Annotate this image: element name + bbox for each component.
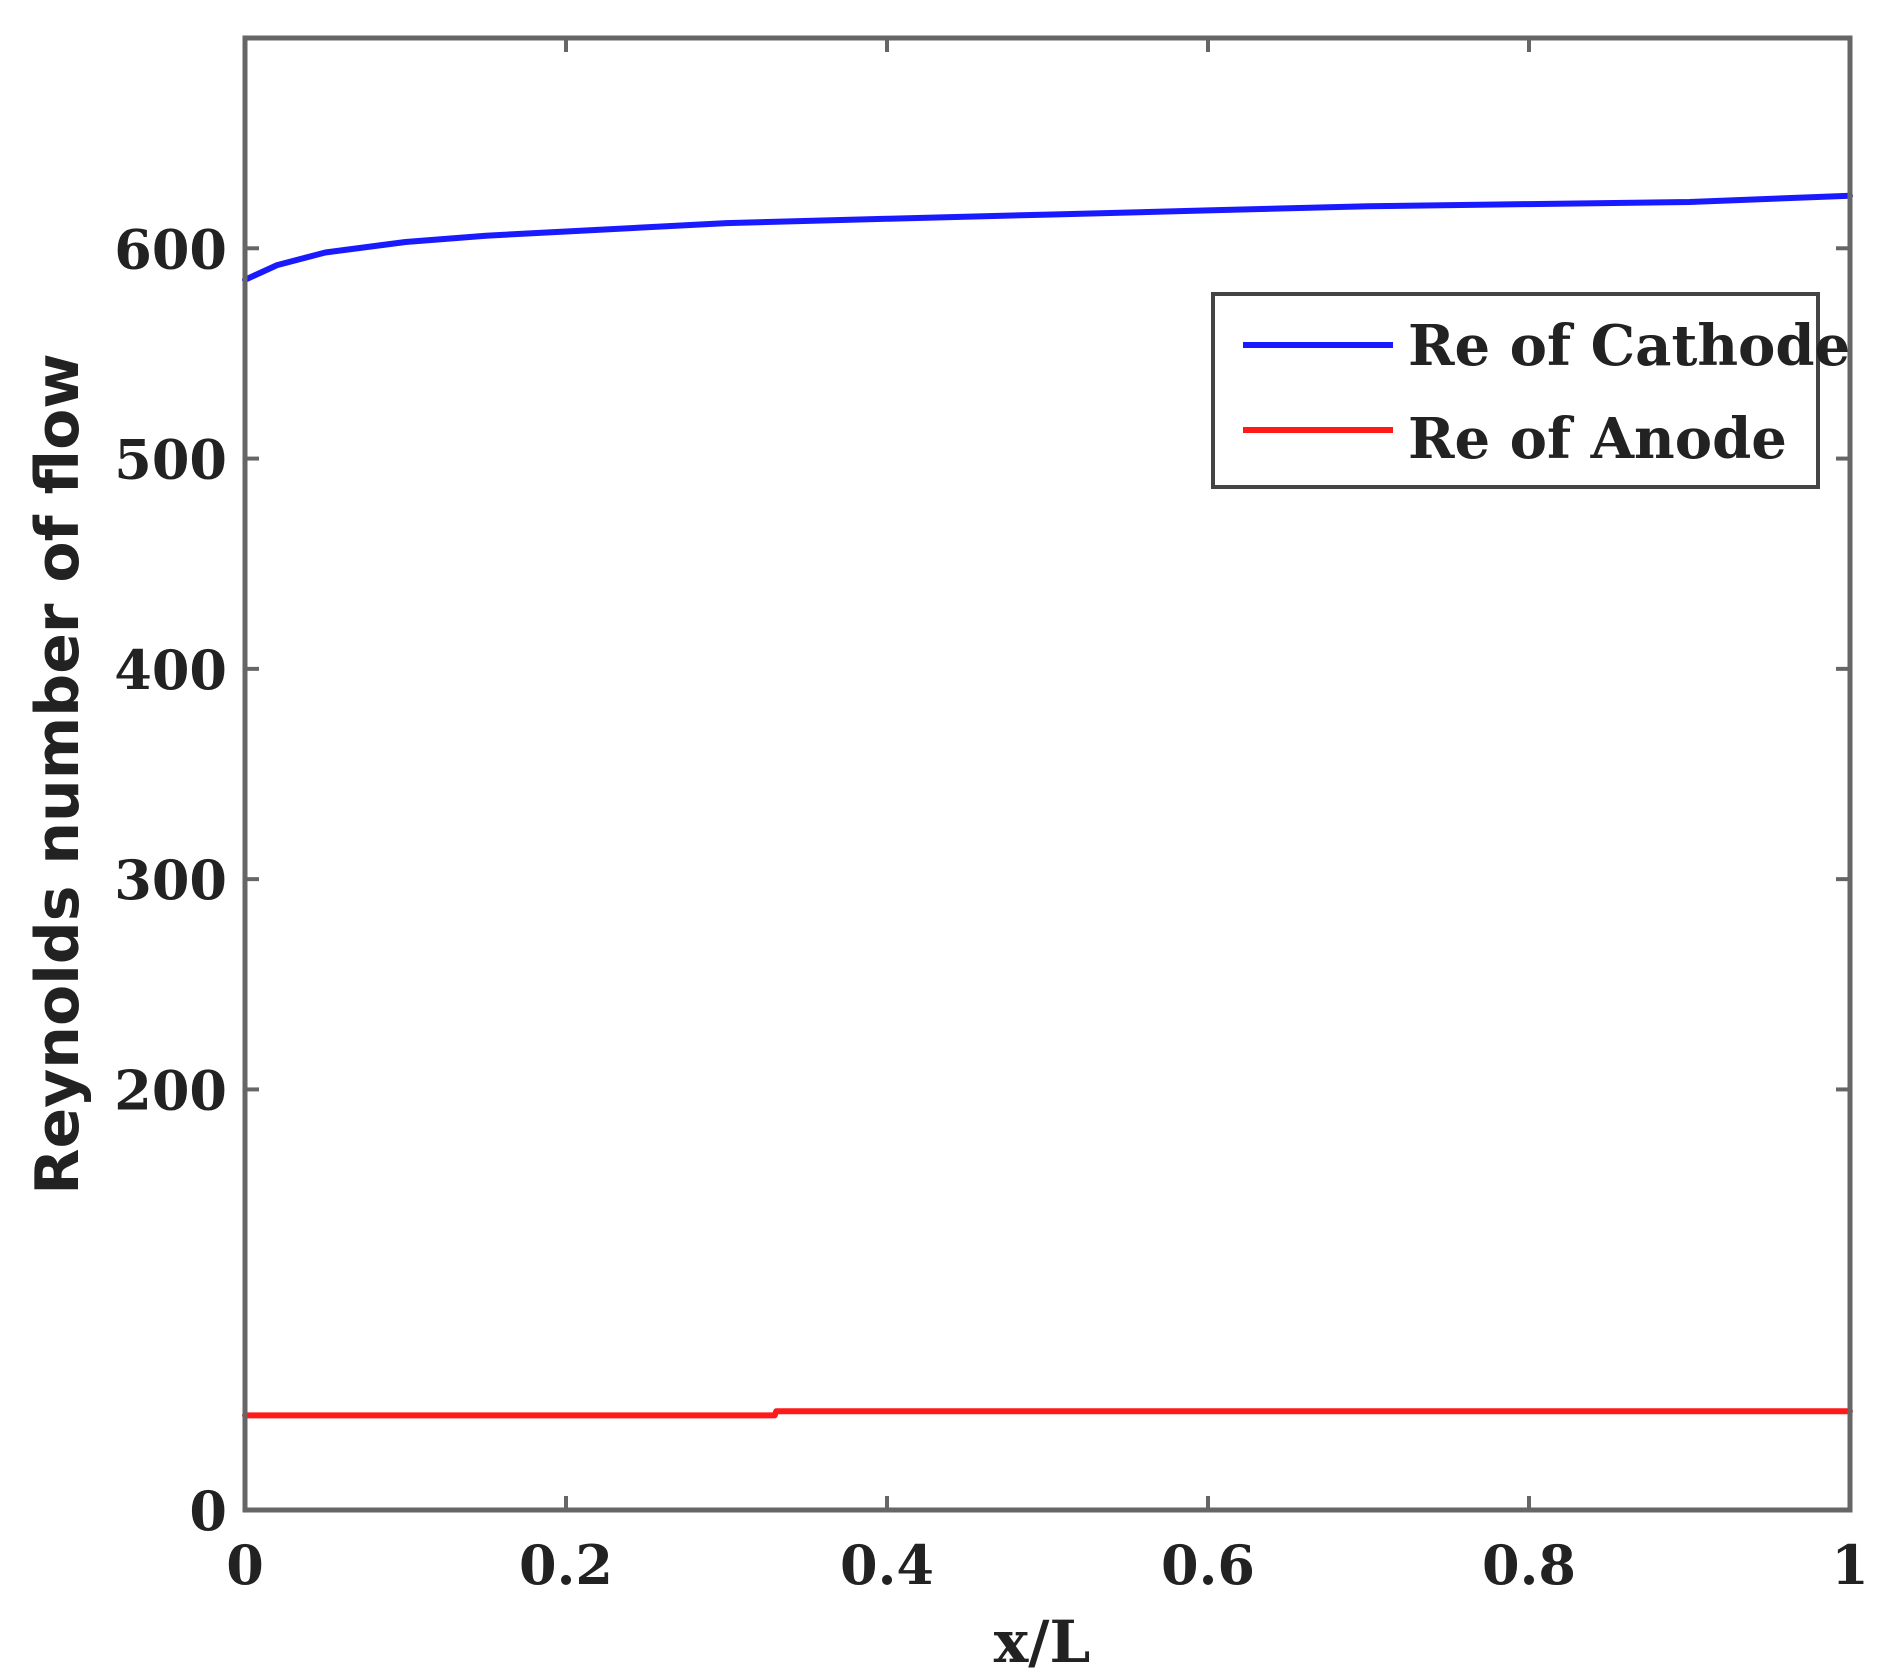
x-tick-label: 1 [1831, 1533, 1869, 1597]
y-axis-title: Reynolds number of flow [23, 353, 93, 1194]
legend: Re of Cathode Re of Anode [1211, 292, 1850, 489]
series-layer [242, 192, 1853, 1419]
tick-marks [243, 38, 1852, 1512]
x-tick-label: 0.6 [1161, 1533, 1255, 1597]
y-tick-label: 0 [189, 1479, 227, 1543]
x-tick-label: 0.2 [519, 1533, 613, 1597]
x-tick-label: 0 [226, 1533, 264, 1597]
y-tick-labels: 0 200 300 400 500 600 [114, 217, 227, 1543]
y-tick-label: 600 [114, 217, 227, 281]
legend-label-anode: Re of Anode [1408, 406, 1787, 472]
y-tick-label: 400 [114, 638, 227, 702]
legend-box [1211, 292, 1820, 489]
y-tick-label: 300 [114, 848, 227, 912]
y-tick-label: 500 [114, 428, 227, 492]
x-tick-labels: 0 0.2 0.4 0.6 0.8 1 [226, 1533, 1869, 1597]
x-axis-title: x/L [994, 1608, 1091, 1676]
legend-label-cathode: Re of Cathode [1408, 313, 1850, 379]
y-tick-label: 200 [114, 1058, 227, 1122]
series-line-anode [242, 1408, 1853, 1419]
plot-frame [242, 35, 1853, 1513]
x-tick-label: 0.4 [840, 1533, 934, 1597]
x-tick-label: 0.8 [1482, 1533, 1576, 1597]
series-line-cathode [242, 192, 1853, 283]
